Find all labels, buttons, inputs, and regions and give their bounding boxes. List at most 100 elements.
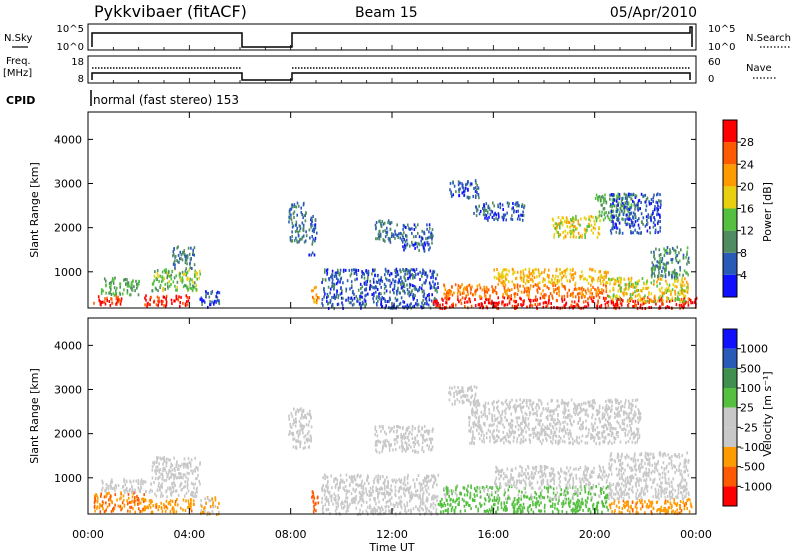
power-cell: [516, 293, 519, 296]
velocity-cell: [330, 474, 332, 478]
velocity-cell: [569, 505, 571, 508]
velocity-cell: [568, 473, 571, 477]
velocity-cell: [194, 456, 196, 460]
velocity-cell: [372, 490, 374, 494]
power-cell: [405, 226, 407, 229]
power-cell: [414, 275, 416, 279]
velocity-cell: [607, 485, 609, 489]
power-cell: [336, 303, 339, 306]
power-cell: [600, 214, 603, 218]
velocity-cell: [119, 497, 121, 501]
power-cell: [484, 213, 486, 217]
velocity-cell: [430, 448, 432, 452]
power-cell: [506, 293, 508, 297]
power-cell: [561, 221, 564, 225]
velocity-cell: [516, 498, 518, 502]
power-cell: [469, 300, 471, 304]
power-cell: [653, 266, 655, 270]
power-cell: [520, 303, 522, 307]
velocity-cell: [117, 484, 120, 487]
power-cell: [466, 300, 468, 304]
velocity-cell: [532, 466, 534, 470]
velocity-cell: [576, 493, 579, 497]
velocity-cell: [592, 483, 595, 487]
velocity-cell: [140, 486, 142, 490]
velocity-cell: [321, 489, 324, 493]
power-cell: [137, 293, 140, 297]
velocity-cell: [156, 488, 159, 492]
velocity-cell: [106, 492, 109, 495]
velocity-cell: [427, 474, 430, 478]
power-cell: [395, 299, 398, 302]
power-cell: [517, 288, 519, 292]
velocity-cell: [306, 439, 309, 443]
velocity-cell: [447, 502, 449, 506]
velocity-cell: [302, 446, 305, 450]
power-cell: [537, 268, 540, 272]
power-cell: [337, 296, 339, 300]
power-cell: [367, 275, 369, 279]
power-cell: [620, 286, 622, 290]
velocity-cell: [307, 445, 310, 449]
velocity-cell: [399, 511, 402, 515]
power-cell: [187, 299, 190, 303]
power-cell: [542, 305, 545, 309]
velocity-cell: [211, 510, 214, 514]
power-cell: [542, 280, 544, 283]
power-cell: [415, 235, 417, 238]
power-cell: [422, 289, 425, 293]
velocity-cell: [152, 504, 154, 508]
power-cell: [484, 216, 486, 220]
velocity-cell: [542, 478, 545, 482]
power-cell: [426, 223, 428, 227]
power-cell: [182, 279, 184, 283]
power-cell: [559, 226, 561, 230]
velocity-cell: [293, 420, 296, 424]
velocity-cell: [596, 501, 598, 505]
power-cell: [108, 300, 111, 303]
velocity-cell: [415, 493, 417, 497]
power-cell: [664, 288, 667, 292]
power-cell: [636, 219, 639, 222]
power-cell: [166, 281, 169, 285]
power-cell: [678, 298, 680, 301]
velocity-cell: [186, 480, 189, 484]
velocity-cell: [523, 494, 526, 498]
power-cell: [375, 227, 377, 231]
velocity-cell: [572, 497, 574, 501]
velocity-cell: [308, 430, 310, 434]
velocity-cell: [182, 473, 185, 477]
power-cell: [471, 293, 474, 297]
power-cell: [564, 235, 567, 239]
velocity-cell: [296, 408, 299, 412]
power-cell: [465, 294, 468, 298]
velocity-cell: [348, 475, 351, 479]
velocity-cell: [292, 422, 294, 426]
velocity-cell: [427, 447, 430, 451]
power-cell: [690, 301, 692, 305]
power-cell: [507, 294, 510, 298]
power-cell: [652, 225, 655, 229]
velocity-cell: [426, 499, 429, 503]
power-cell: [354, 268, 357, 272]
power-cell: [430, 234, 432, 237]
velocity-cell: [302, 431, 304, 435]
velocity-cell: [111, 501, 113, 505]
power-cell: [564, 219, 566, 223]
velocity-cell: [441, 497, 443, 501]
power-cell: [677, 295, 679, 299]
power-cell: [390, 281, 393, 285]
velocity-cell: [346, 506, 348, 510]
velocity-cell: [312, 499, 315, 503]
power-cell: [610, 215, 612, 219]
velocity-cell: [165, 499, 168, 503]
velocity-cell: [521, 473, 523, 477]
power-cell: [185, 294, 188, 298]
velocity-cell: [390, 502, 392, 506]
velocity-cell: [199, 482, 201, 486]
velocity-cell: [172, 489, 175, 493]
power-cell: [571, 268, 574, 272]
velocity-cell: [134, 503, 136, 507]
power-cell: [614, 278, 616, 282]
velocity-cell: [429, 439, 432, 443]
